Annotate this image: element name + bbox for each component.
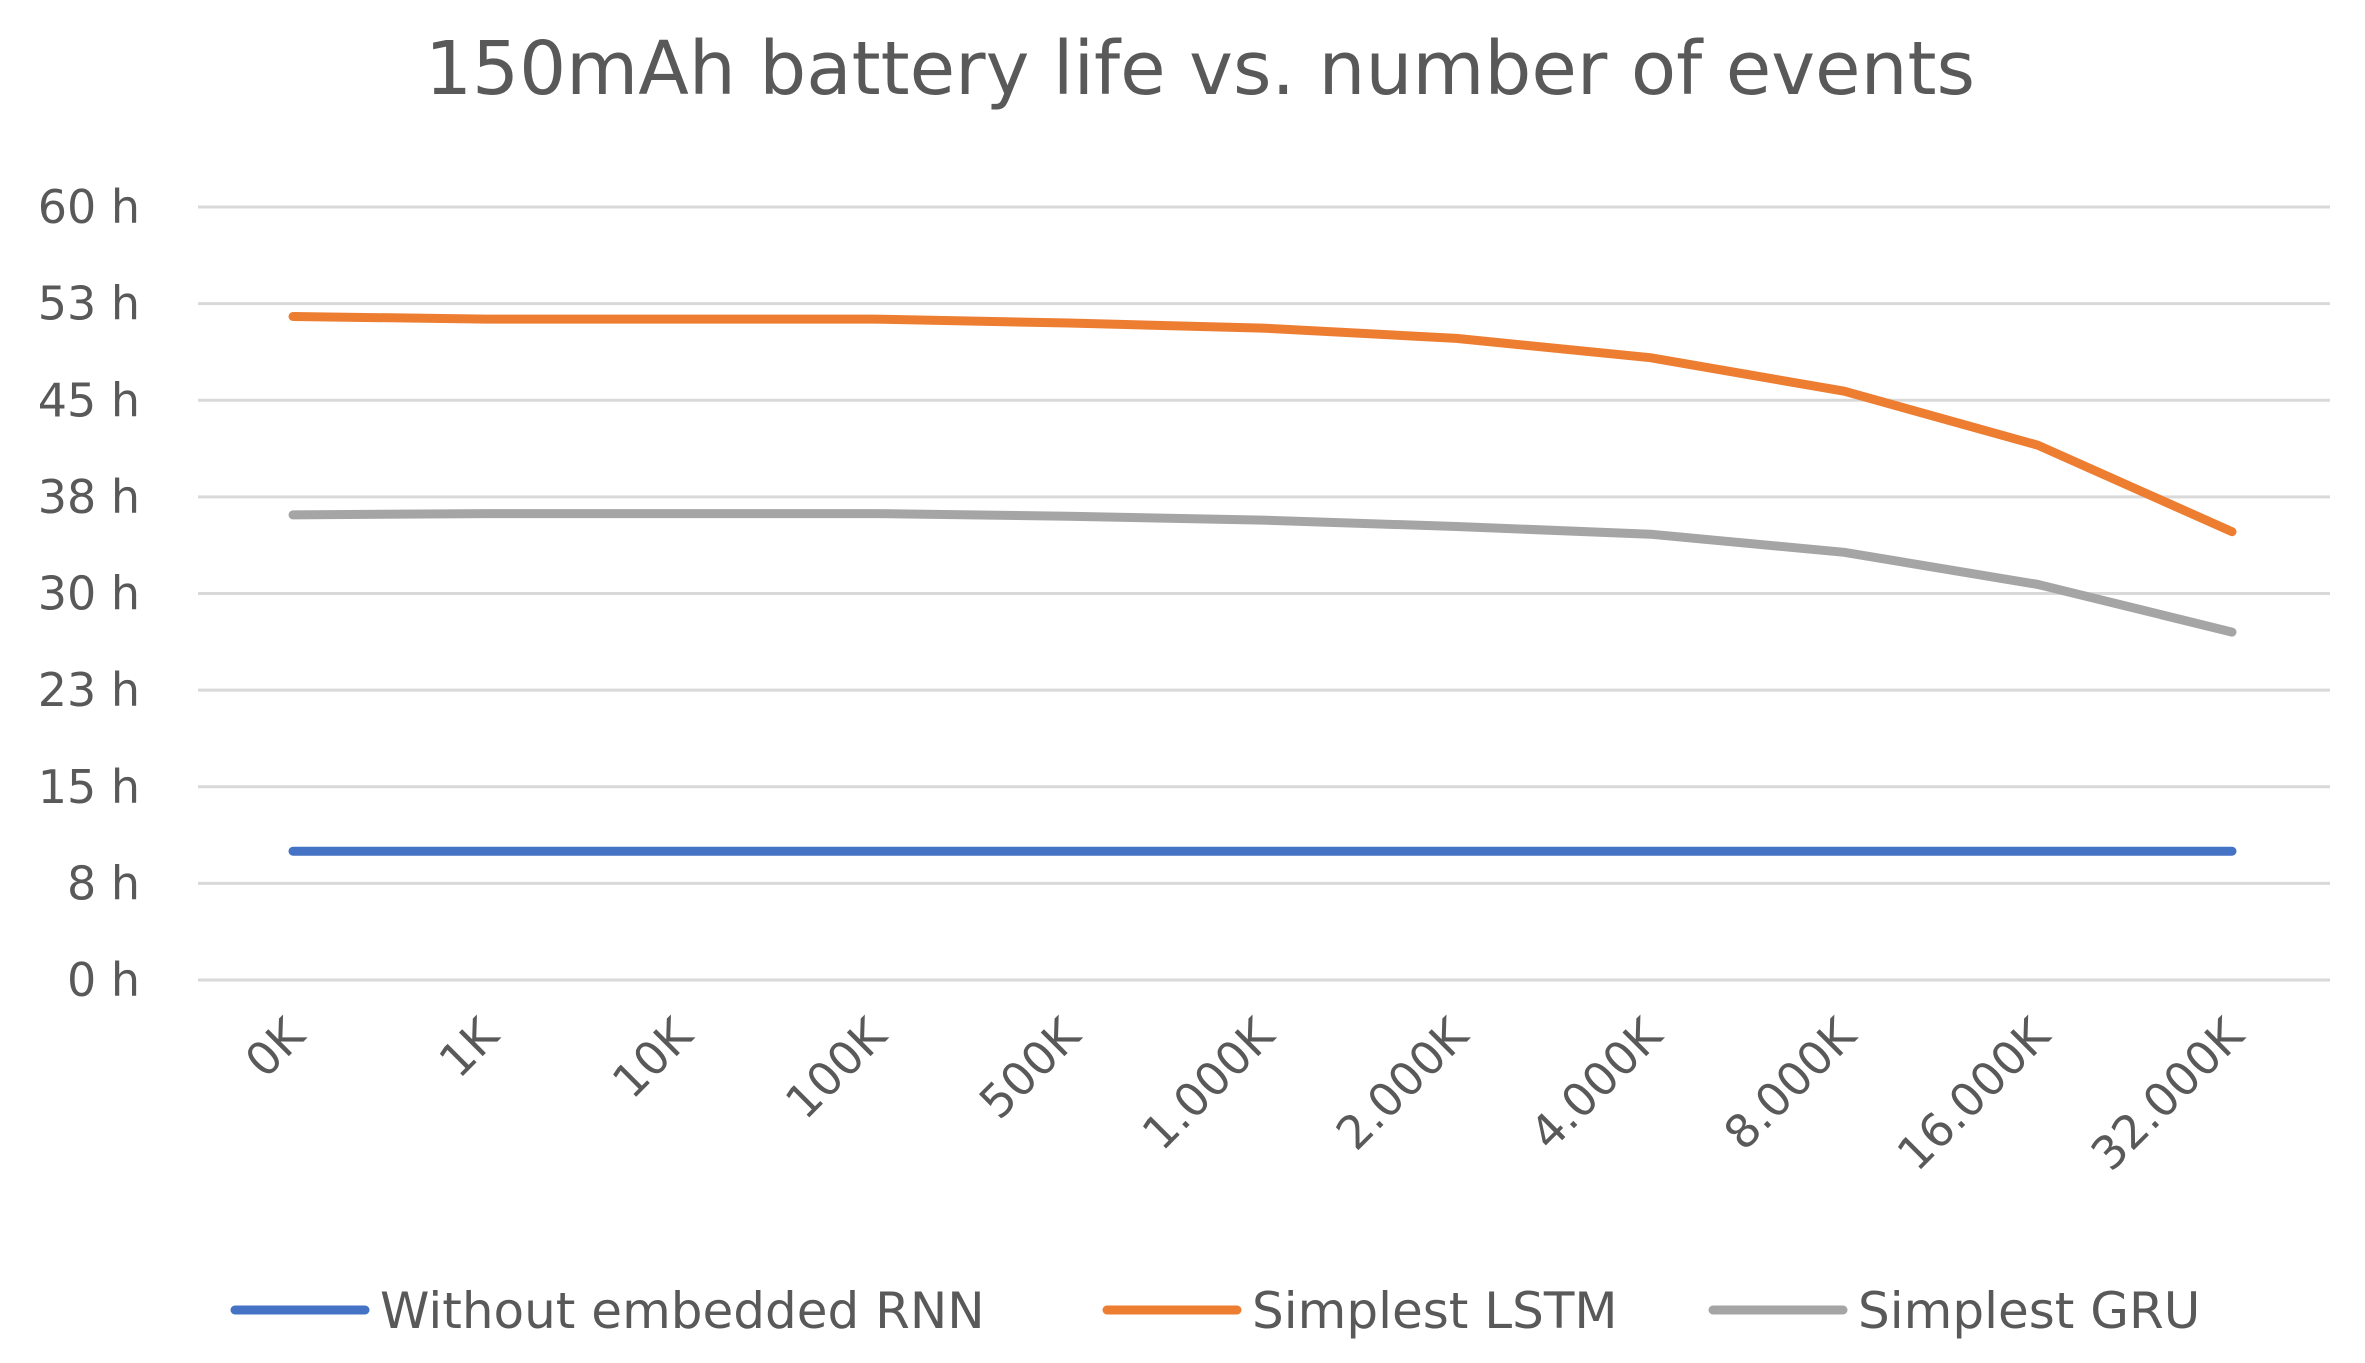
x-tick-label: 16.000K — [1887, 1006, 2062, 1181]
y-tick-label: 53 h — [38, 277, 140, 331]
x-tick-label: 500K — [969, 1006, 1092, 1129]
x-tick-label: 1K — [428, 1006, 510, 1088]
legend-label: Simplest GRU — [1858, 1282, 2200, 1340]
x-tick-label: 1.000K — [1132, 1006, 1286, 1160]
legend-label: Without embedded RNN — [380, 1282, 985, 1340]
y-tick-label: 38 h — [38, 470, 140, 524]
y-tick-label: 23 h — [38, 663, 140, 717]
y-tick-label: 60 h — [38, 180, 140, 234]
chart-title: 150mAh battery life vs. number of events — [425, 26, 1975, 112]
y-tick-label: 30 h — [38, 567, 140, 621]
x-tick-label: 2.000K — [1326, 1006, 1480, 1160]
y-tick-label: 15 h — [38, 760, 140, 814]
y-tick-label: 0 h — [67, 953, 140, 1007]
x-tick-label: 32.000K — [2080, 1006, 2255, 1181]
x-tick-label: 4.000K — [1519, 1006, 1673, 1160]
legend-label: Simplest LSTM — [1252, 1282, 1618, 1340]
y-tick-label: 45 h — [38, 373, 140, 427]
series-lines — [288, 312, 2237, 856]
y-tick-label: 8 h — [67, 856, 140, 910]
x-axis-tick-labels: 0K 1K 10K 100K 500K 1.000K 2.000K 4.000K 8.000K 1… — [235, 1006, 2256, 1181]
x-tick-label: 0K — [235, 1006, 317, 1088]
x-tick-label: 100K — [775, 1006, 898, 1129]
series-line-3 — [288, 509, 2237, 637]
legend: Without embedded RNN Simplest LSTM Simples… — [230, 1282, 2200, 1340]
x-tick-label: 8.000K — [1713, 1006, 1867, 1160]
x-tick-label: 10K — [602, 1006, 704, 1108]
y-axis-tick-labels: 0 h 8 h 15 h 23 h 30 h 38 h 45 h 53 h 60 h — [38, 180, 140, 1007]
gridlines — [198, 205, 2330, 982]
series-line-2 — [288, 312, 2237, 537]
